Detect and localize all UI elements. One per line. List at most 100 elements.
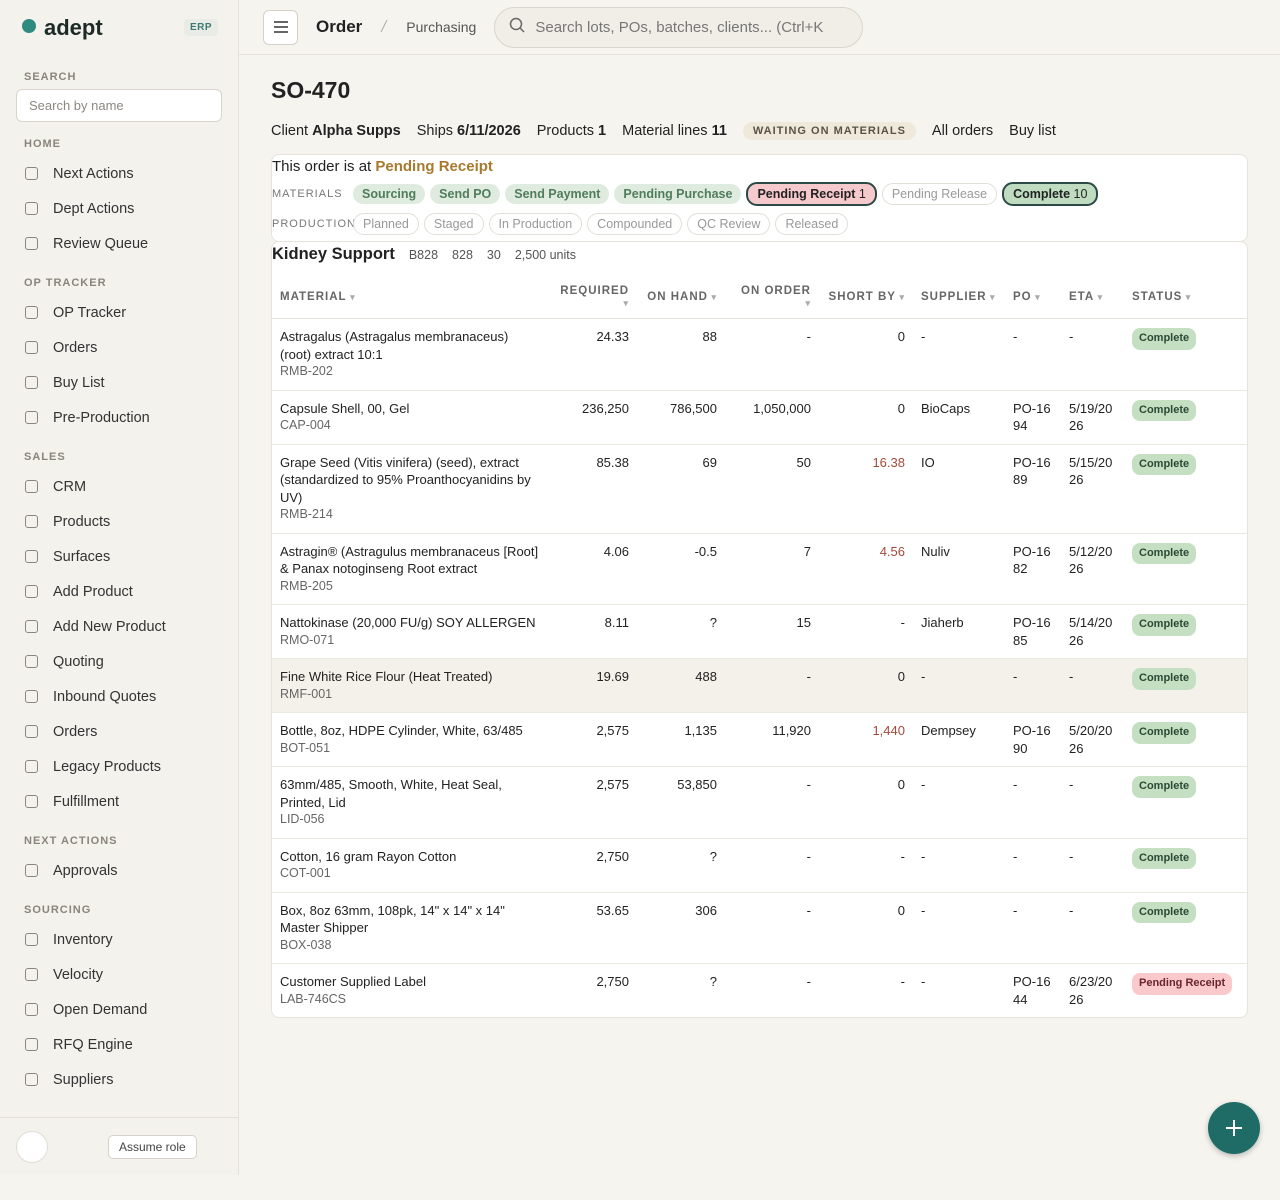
nav-icon <box>25 237 38 250</box>
stage-pill[interactable]: Pending Purchase <box>614 184 742 204</box>
nav-item[interactable]: Next Actions <box>0 156 238 191</box>
table-row[interactable]: Customer Supplied Label LAB-746CS 2,750? - -… <box>272 964 1247 1018</box>
on-order: 15 <box>725 604 819 659</box>
nav-label: Quoting <box>53 653 104 670</box>
column-header[interactable]: PO <box>1005 276 1061 319</box>
stage-pill[interactable]: Compounded <box>587 213 683 235</box>
status-cell: Complete <box>1124 318 1247 391</box>
column-header[interactable]: SHORT BY <box>819 276 913 319</box>
material-code: COT-001 <box>280 866 331 880</box>
breadcrumb[interactable]: Order <box>316 17 363 36</box>
nav-item[interactable]: Inbound Quotes <box>0 679 238 714</box>
nav-item[interactable]: Buy List <box>0 365 238 400</box>
column-header[interactable]: ETA <box>1061 276 1124 319</box>
order-status: WAITING ON MATERIALS <box>742 122 916 140</box>
required: 53.65 <box>547 892 637 964</box>
nav-item[interactable]: Fulfillment <box>0 784 238 819</box>
stage-pill[interactable]: In Production <box>488 213 583 235</box>
nav-label: Suppliers <box>53 1071 114 1088</box>
order-link[interactable]: Buy list <box>1009 123 1056 139</box>
required: 85.38 <box>547 444 637 534</box>
nav-icon <box>25 725 38 738</box>
menu-button[interactable] <box>263 9 298 45</box>
table-row[interactable]: Cotton, 16 gram Rayon Cotton COT-001 2,750… <box>272 838 1247 893</box>
material-cell: Cotton, 16 gram Rayon Cotton COT-001 <box>272 838 547 893</box>
section-title: SOURCING <box>24 904 92 916</box>
avatar[interactable] <box>16 1130 48 1163</box>
on-order: - <box>725 766 819 839</box>
nav-item[interactable]: Suppliers <box>0 1062 238 1097</box>
nav-item[interactable]: Inventory <box>0 922 238 957</box>
step-count: 10 <box>1073 187 1088 201</box>
status-cell: Complete <box>1124 766 1247 839</box>
stage-pill[interactable]: Staged <box>423 213 484 235</box>
table-row[interactable]: Fine White Rice Flour (Heat Treated) RMF-… <box>272 658 1247 713</box>
stage-pill[interactable]: Sourcing <box>353 184 426 204</box>
supplier: - <box>913 766 1005 839</box>
meta-label: Client <box>271 123 309 139</box>
stage-pill[interactable]: Send PO <box>430 184 501 204</box>
nav-item[interactable]: OP Tracker <box>0 295 238 330</box>
on-hand: ? <box>709 974 717 989</box>
search-input[interactable]: Search by name <box>16 89 222 122</box>
stage-pill[interactable]: Pending Receipt 1 <box>746 182 877 206</box>
stage-pill[interactable]: Complete 10 <box>1002 182 1099 206</box>
status-pill: Complete <box>1132 453 1197 475</box>
table-row[interactable]: Astragalus (Astragalus membranaceus) (ro… <box>272 318 1247 391</box>
nav-item[interactable]: Surfaces <box>0 539 238 574</box>
column-header[interactable]: STATUS <box>1124 276 1247 319</box>
order-link[interactable]: All orders <box>931 123 994 139</box>
stage-pill[interactable]: Released <box>775 213 849 235</box>
column-header[interactable]: REQUIRED <box>547 276 637 319</box>
stage-pill[interactable]: Planned <box>353 213 419 235</box>
nav-item[interactable]: Velocity <box>0 957 238 992</box>
table-row[interactable]: 63mm/485, Smooth, White, Heat Seal, Prin… <box>272 766 1247 839</box>
nav-label: OP Tracker <box>53 304 127 321</box>
meta-value: Alpha Supps <box>312 123 401 139</box>
nav-item[interactable]: Legacy Products <box>0 749 238 784</box>
table-row[interactable]: Box, 8oz 63mm, 108pk, 14" x 14" x 14" Ma… <box>272 892 1247 964</box>
nav-item[interactable]: CRM <box>0 469 238 504</box>
breadcrumb[interactable]: Purchasing <box>406 19 477 35</box>
table-row[interactable]: Grape Seed (Vitis vinifera) (seed), extr… <box>272 444 1247 534</box>
nav-item[interactable]: Open Demand <box>0 992 238 1027</box>
stage-current: Pending Receipt <box>375 158 493 175</box>
table-row[interactable]: Capsule Shell, 00, Gel CAP-004 236,250 786,… <box>272 390 1247 445</box>
table-row[interactable]: Nattokinase (20,000 FU/g) SOY ALLERGEN RM… <box>272 604 1247 659</box>
column-header[interactable]: MATERIAL <box>272 276 547 319</box>
nav-item[interactable]: Review Queue <box>0 226 238 261</box>
status-pill: Complete <box>1132 847 1197 869</box>
nav-item[interactable]: Quoting <box>0 644 238 679</box>
po: - <box>1005 318 1061 391</box>
assume-role[interactable]: Assume role <box>108 1134 197 1159</box>
stage-step: Planned <box>363 217 409 231</box>
nav-item[interactable]: Add New Product <box>0 609 238 644</box>
add-button[interactable] <box>1208 1102 1260 1154</box>
stage-pill[interactable]: Pending Release <box>881 183 998 205</box>
nav-item[interactable]: Approvals <box>0 853 238 888</box>
stage-pill[interactable]: Send Payment <box>505 184 610 204</box>
table-row[interactable]: Astragin® (Astragulus membranaceus [Root… <box>272 533 1247 605</box>
column-header[interactable]: ON ORDER <box>725 276 819 319</box>
status-cell: Complete <box>1124 444 1247 534</box>
on-order: - <box>725 658 819 713</box>
material-name: Capsule Shell, 00, Gel <box>280 400 410 416</box>
nav-item[interactable]: Orders <box>0 714 238 749</box>
nav-item[interactable]: Add Product <box>0 574 238 609</box>
column-header[interactable]: ON HAND <box>637 276 725 319</box>
track-label: PRODUCTION <box>272 218 356 230</box>
table-row[interactable]: Bottle, 8oz, HDPE Cylinder, White, 63/48… <box>272 712 1247 767</box>
status-cell: Pending Receipt <box>1124 964 1247 1018</box>
nav-item[interactable]: RFQ Engine <box>0 1027 238 1062</box>
stage-pill[interactable]: QC Review <box>687 213 771 235</box>
material-cell: Fine White Rice Flour (Heat Treated) RMF-… <box>272 658 547 713</box>
nav-item[interactable]: Orders <box>0 330 238 365</box>
nav-item[interactable]: Pre-Production <box>0 400 238 435</box>
separator <box>380 19 388 36</box>
column-header[interactable]: SUPPLIER <box>913 276 1005 319</box>
nav-item[interactable]: Dept Actions <box>0 191 238 226</box>
global-search[interactable]: Search lots, POs, batches, clients... (C… <box>494 6 864 48</box>
nav-item[interactable]: Products <box>0 504 238 539</box>
on-hand: 1,135 <box>637 712 725 767</box>
